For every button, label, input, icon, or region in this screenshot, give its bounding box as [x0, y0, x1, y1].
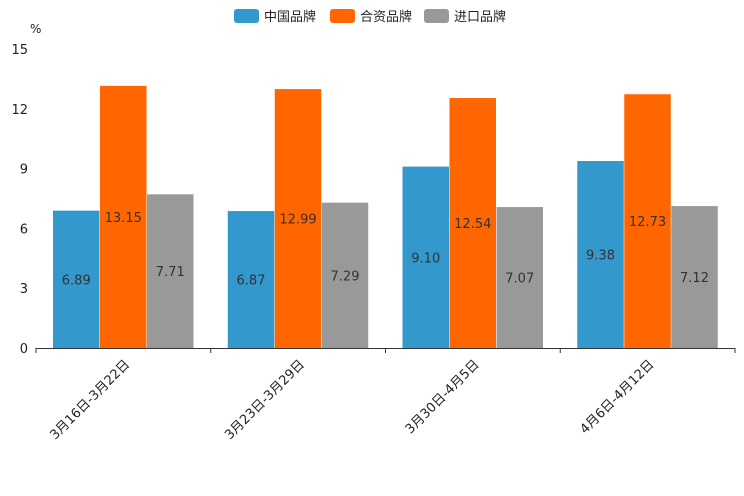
- data-label: 7.29: [331, 269, 360, 284]
- data-label: 9.38: [586, 249, 615, 264]
- bar: [321, 202, 369, 348]
- y-axis: 0 3 6 9 12 15: [11, 43, 28, 357]
- x-tick-label: 3月30日-4月5日: [403, 357, 483, 437]
- y-tick-label: 6: [20, 222, 28, 237]
- y-tick-label: 12: [11, 103, 28, 118]
- bar: [53, 210, 100, 348]
- data-labels: 6.89 13.15 7.71 6.87 12.99 7.29 9.10 12.54 7.07 9…: [62, 211, 709, 289]
- x-tick-label: 3月16日-3月22日: [47, 357, 133, 443]
- y-axis-unit: %: [30, 22, 41, 36]
- bar: [100, 85, 147, 349]
- data-label: 6.87: [237, 274, 266, 289]
- y-tick-label: 0: [20, 342, 28, 357]
- bar: [496, 207, 543, 348]
- bar: [577, 161, 624, 348]
- data-label: 12.54: [454, 217, 491, 232]
- data-label: 6.89: [62, 273, 91, 288]
- data-label: 7.71: [156, 265, 185, 280]
- y-tick-label: 9: [20, 163, 28, 178]
- data-label: 12.73: [629, 215, 666, 230]
- bar: [624, 94, 671, 349]
- legend-label[interactable]: 进口品牌: [454, 9, 506, 25]
- data-label: 9.10: [411, 251, 440, 266]
- bar: [227, 211, 275, 348]
- bar: [402, 166, 449, 348]
- y-tick-label: 15: [11, 43, 28, 58]
- data-label: 12.99: [279, 213, 316, 228]
- legend-swatch[interactable]: [424, 9, 449, 23]
- x-tick-label: 3月23日-3月29日: [222, 357, 308, 443]
- legend: 中国品牌 合资品牌 进口品牌: [234, 9, 506, 25]
- bar: [449, 98, 496, 348]
- bar: [274, 89, 322, 348]
- x-tick-label: 4月6日-4月12日: [578, 357, 658, 437]
- y-tick-label: 3: [20, 282, 28, 297]
- legend-swatch[interactable]: [234, 9, 259, 23]
- bars: [53, 85, 718, 349]
- bar: [147, 194, 194, 348]
- bar: [671, 206, 718, 348]
- data-label: 7.07: [505, 272, 534, 287]
- x-axis: 3月16日-3月22日 3月23日-3月29日 3月30日-4月5日 4月6日-4月1…: [35, 348, 736, 443]
- data-label: 13.15: [105, 211, 142, 226]
- legend-swatch[interactable]: [330, 9, 355, 23]
- data-label: 7.12: [680, 271, 709, 286]
- legend-label[interactable]: 中国品牌: [264, 9, 316, 25]
- legend-label[interactable]: 合资品牌: [360, 9, 412, 25]
